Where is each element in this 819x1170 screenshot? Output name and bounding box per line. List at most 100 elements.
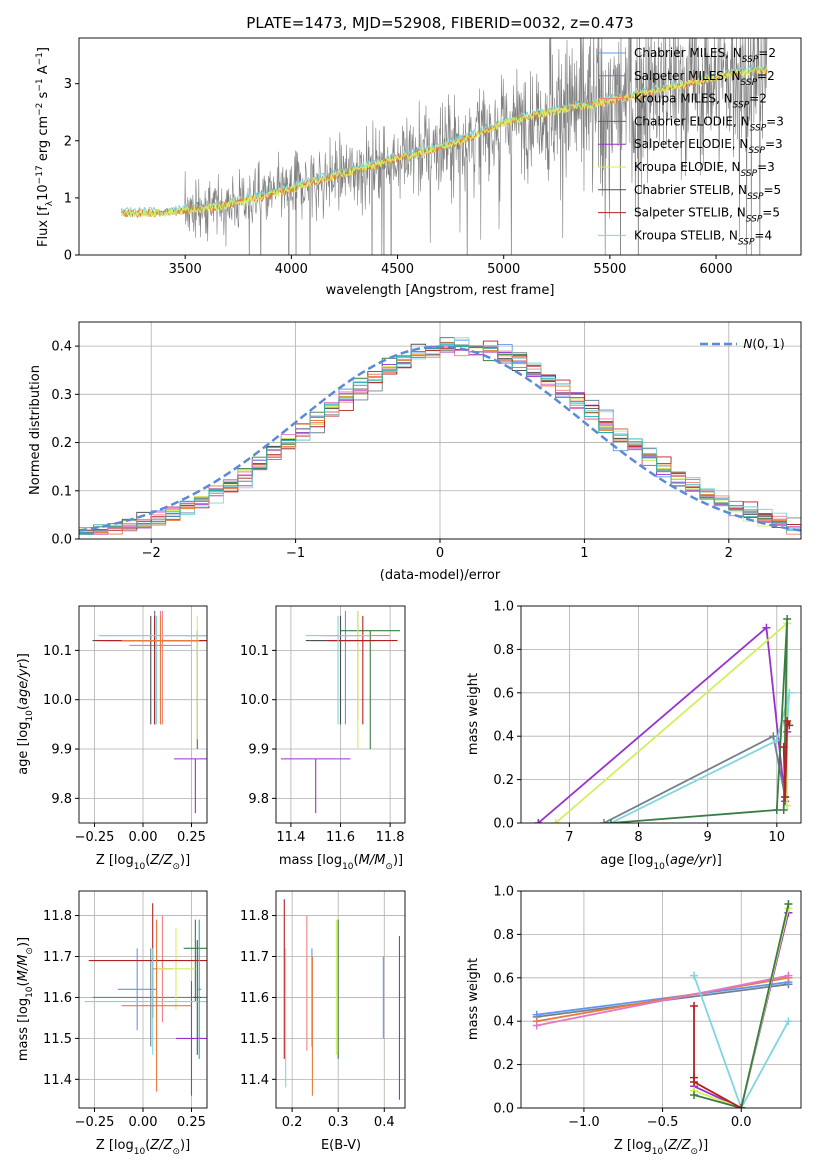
x-tick-label: 6000 [700, 262, 733, 277]
x-tick-label: 11.8 [376, 830, 405, 845]
x-tick-label: 9 [704, 830, 712, 845]
data-point [737, 1104, 746, 1108]
y-axis-label: mass [log10(M/M⊙)] [16, 937, 35, 1061]
series-line [536, 981, 789, 1016]
x-tick-label: 0.0 [731, 1115, 752, 1130]
data-point [779, 805, 788, 814]
plot-area [120, 38, 768, 255]
legend-entry: Salpeter MILES, NSSP=2 [634, 69, 775, 88]
x-axis-label: E(B-V) [321, 1138, 361, 1153]
y-tick-label: 11.4 [240, 1073, 269, 1088]
x-axis-label: Z [log10(Z/Z⊙)] [96, 853, 190, 872]
mass-metallicity-panel: −0.25 0.00 0.25 11.4 11.5 11.6 11.7 11.8 Z [log1… [16, 890, 208, 1157]
data-point [785, 721, 794, 730]
x-tick-label: 10 [769, 830, 786, 845]
y-tick-label: 11.6 [240, 991, 269, 1006]
y-tick-label: 0.6 [493, 971, 514, 986]
y-tick-label: 0.0 [51, 533, 72, 548]
y-tick-label: 11.4 [43, 1073, 72, 1088]
x-tick-label: 1 [580, 546, 588, 561]
y-tick-label: 11.7 [43, 950, 72, 965]
y-tick-label: 0.2 [51, 436, 72, 451]
data-point [599, 819, 608, 823]
y-tick-label: 0.3 [51, 388, 72, 403]
y-tick-label: 11.7 [240, 950, 269, 965]
legend-entry: N(0, 1) [743, 337, 784, 351]
legend-entry: Salpeter ELODIE, NSSP=3 [634, 137, 783, 156]
data-point [783, 717, 792, 726]
x-tick-label: 11.6 [326, 830, 355, 845]
age-metallicity-panel: −0.25 0.00 0.25 9.8 9.9 10.0 10.1 Z [log10(Z/Z⊙… [16, 605, 208, 872]
y-axis-label: mass weight [466, 958, 481, 1040]
data-point [762, 623, 771, 632]
mass-weight-metallicity-panel: −1.0 −0.5 0.0 0.0 0.2 0.4 0.6 0.8 1.0 Z [log10(Z/… [466, 885, 802, 1157]
plot-area [79, 337, 801, 535]
axes-frame [78, 37, 802, 256]
y-tick-label: 11.5 [43, 1032, 72, 1047]
data-point [781, 792, 790, 801]
data-point [772, 736, 781, 745]
y-tick-label: 10.0 [43, 693, 72, 708]
x-tick-label: 5500 [593, 262, 626, 277]
series-line [782, 720, 791, 798]
x-tick-label: −2 [142, 546, 161, 561]
x-tick-label: −0.25 [75, 830, 115, 845]
legend-entry: Salpeter STELIB, NSSP=5 [634, 206, 780, 225]
legend-entry: Kroupa STELIB, NSSP=4 [634, 228, 772, 247]
y-tick-label: 0.4 [51, 340, 72, 355]
y-tick-label: 0.2 [493, 1058, 514, 1073]
x-axis-label: (data-model)/error [380, 568, 501, 583]
x-axis-label: Z [log10(Z/Z⊙)] [614, 1138, 708, 1157]
x-tick-label: 0.00 [129, 830, 158, 845]
x-tick-label: 4500 [381, 262, 414, 277]
x-tick-label: 0.2 [282, 1115, 303, 1130]
plot-area [92, 610, 207, 814]
y-tick-label: 0 [64, 249, 72, 264]
x-tick-label: 0.3 [328, 1115, 349, 1130]
data-point [772, 805, 781, 814]
data-point [690, 1090, 699, 1099]
y-tick-label: 0.6 [493, 686, 514, 701]
y-tick-label: 9.9 [248, 743, 269, 758]
legend-entry: Chabrier ELODIE, NSSP=3 [634, 114, 784, 133]
y-tick-label: 0.4 [493, 730, 514, 745]
x-tick-label: 0.25 [177, 1115, 206, 1130]
x-tick-label: 0 [436, 546, 444, 561]
chart-title: PLATE=1473, MJD=52908, FIBERID=0032, z=0… [246, 14, 633, 32]
y-axis-label: Flux [fλ10−17 erg cm−2 s−1 A−1] [35, 47, 55, 247]
legend-entry: Chabrier MILES, NSSP=2 [634, 46, 776, 65]
y-tick-label: 0.8 [493, 928, 514, 943]
spectrum-panel: 3500 4000 4500 5000 5500 6000 0 1 2 3 wavelength [… [35, 37, 802, 298]
y-tick-label: 0.1 [51, 484, 72, 499]
y-tick-label: 9.8 [248, 792, 269, 807]
y-tick-label: 9.8 [51, 792, 72, 807]
y-tick-label: 2 [64, 134, 72, 149]
data-point [769, 732, 778, 741]
y-tick-label: 10.1 [240, 644, 269, 659]
x-tick-label: 0.25 [177, 830, 206, 845]
data-point [784, 900, 793, 909]
y-tick-label: 0.2 [493, 773, 514, 788]
gaussian-curve [79, 345, 801, 532]
x-tick-label: 4000 [275, 262, 308, 277]
x-axis-label: mass [log10(M/M⊙)] [279, 853, 403, 872]
data-point [783, 615, 792, 624]
series-line [536, 976, 789, 1023]
data-point [606, 819, 615, 823]
x-tick-label: −1.0 [568, 1115, 600, 1130]
y-tick-label: 10.0 [240, 693, 269, 708]
x-tick-label: 0.4 [374, 1115, 395, 1130]
series-line [693, 975, 790, 1108]
y-axis-label: age [log10(age/yr)] [16, 653, 35, 775]
x-tick-label: 3500 [169, 262, 202, 277]
mass-extinction-panel: 0.2 0.3 0.4 11.4 11.5 11.6 11.7 11.8 E(B-V) [240, 890, 406, 1153]
x-tick-label: 8 [634, 830, 642, 845]
data-point [534, 819, 543, 823]
y-tick-label: 1.0 [493, 600, 514, 615]
series-line [536, 974, 789, 1027]
data-point [532, 1021, 541, 1030]
series-line [610, 691, 791, 823]
plot-area [534, 615, 794, 823]
x-tick-label: −0.25 [75, 1115, 115, 1130]
